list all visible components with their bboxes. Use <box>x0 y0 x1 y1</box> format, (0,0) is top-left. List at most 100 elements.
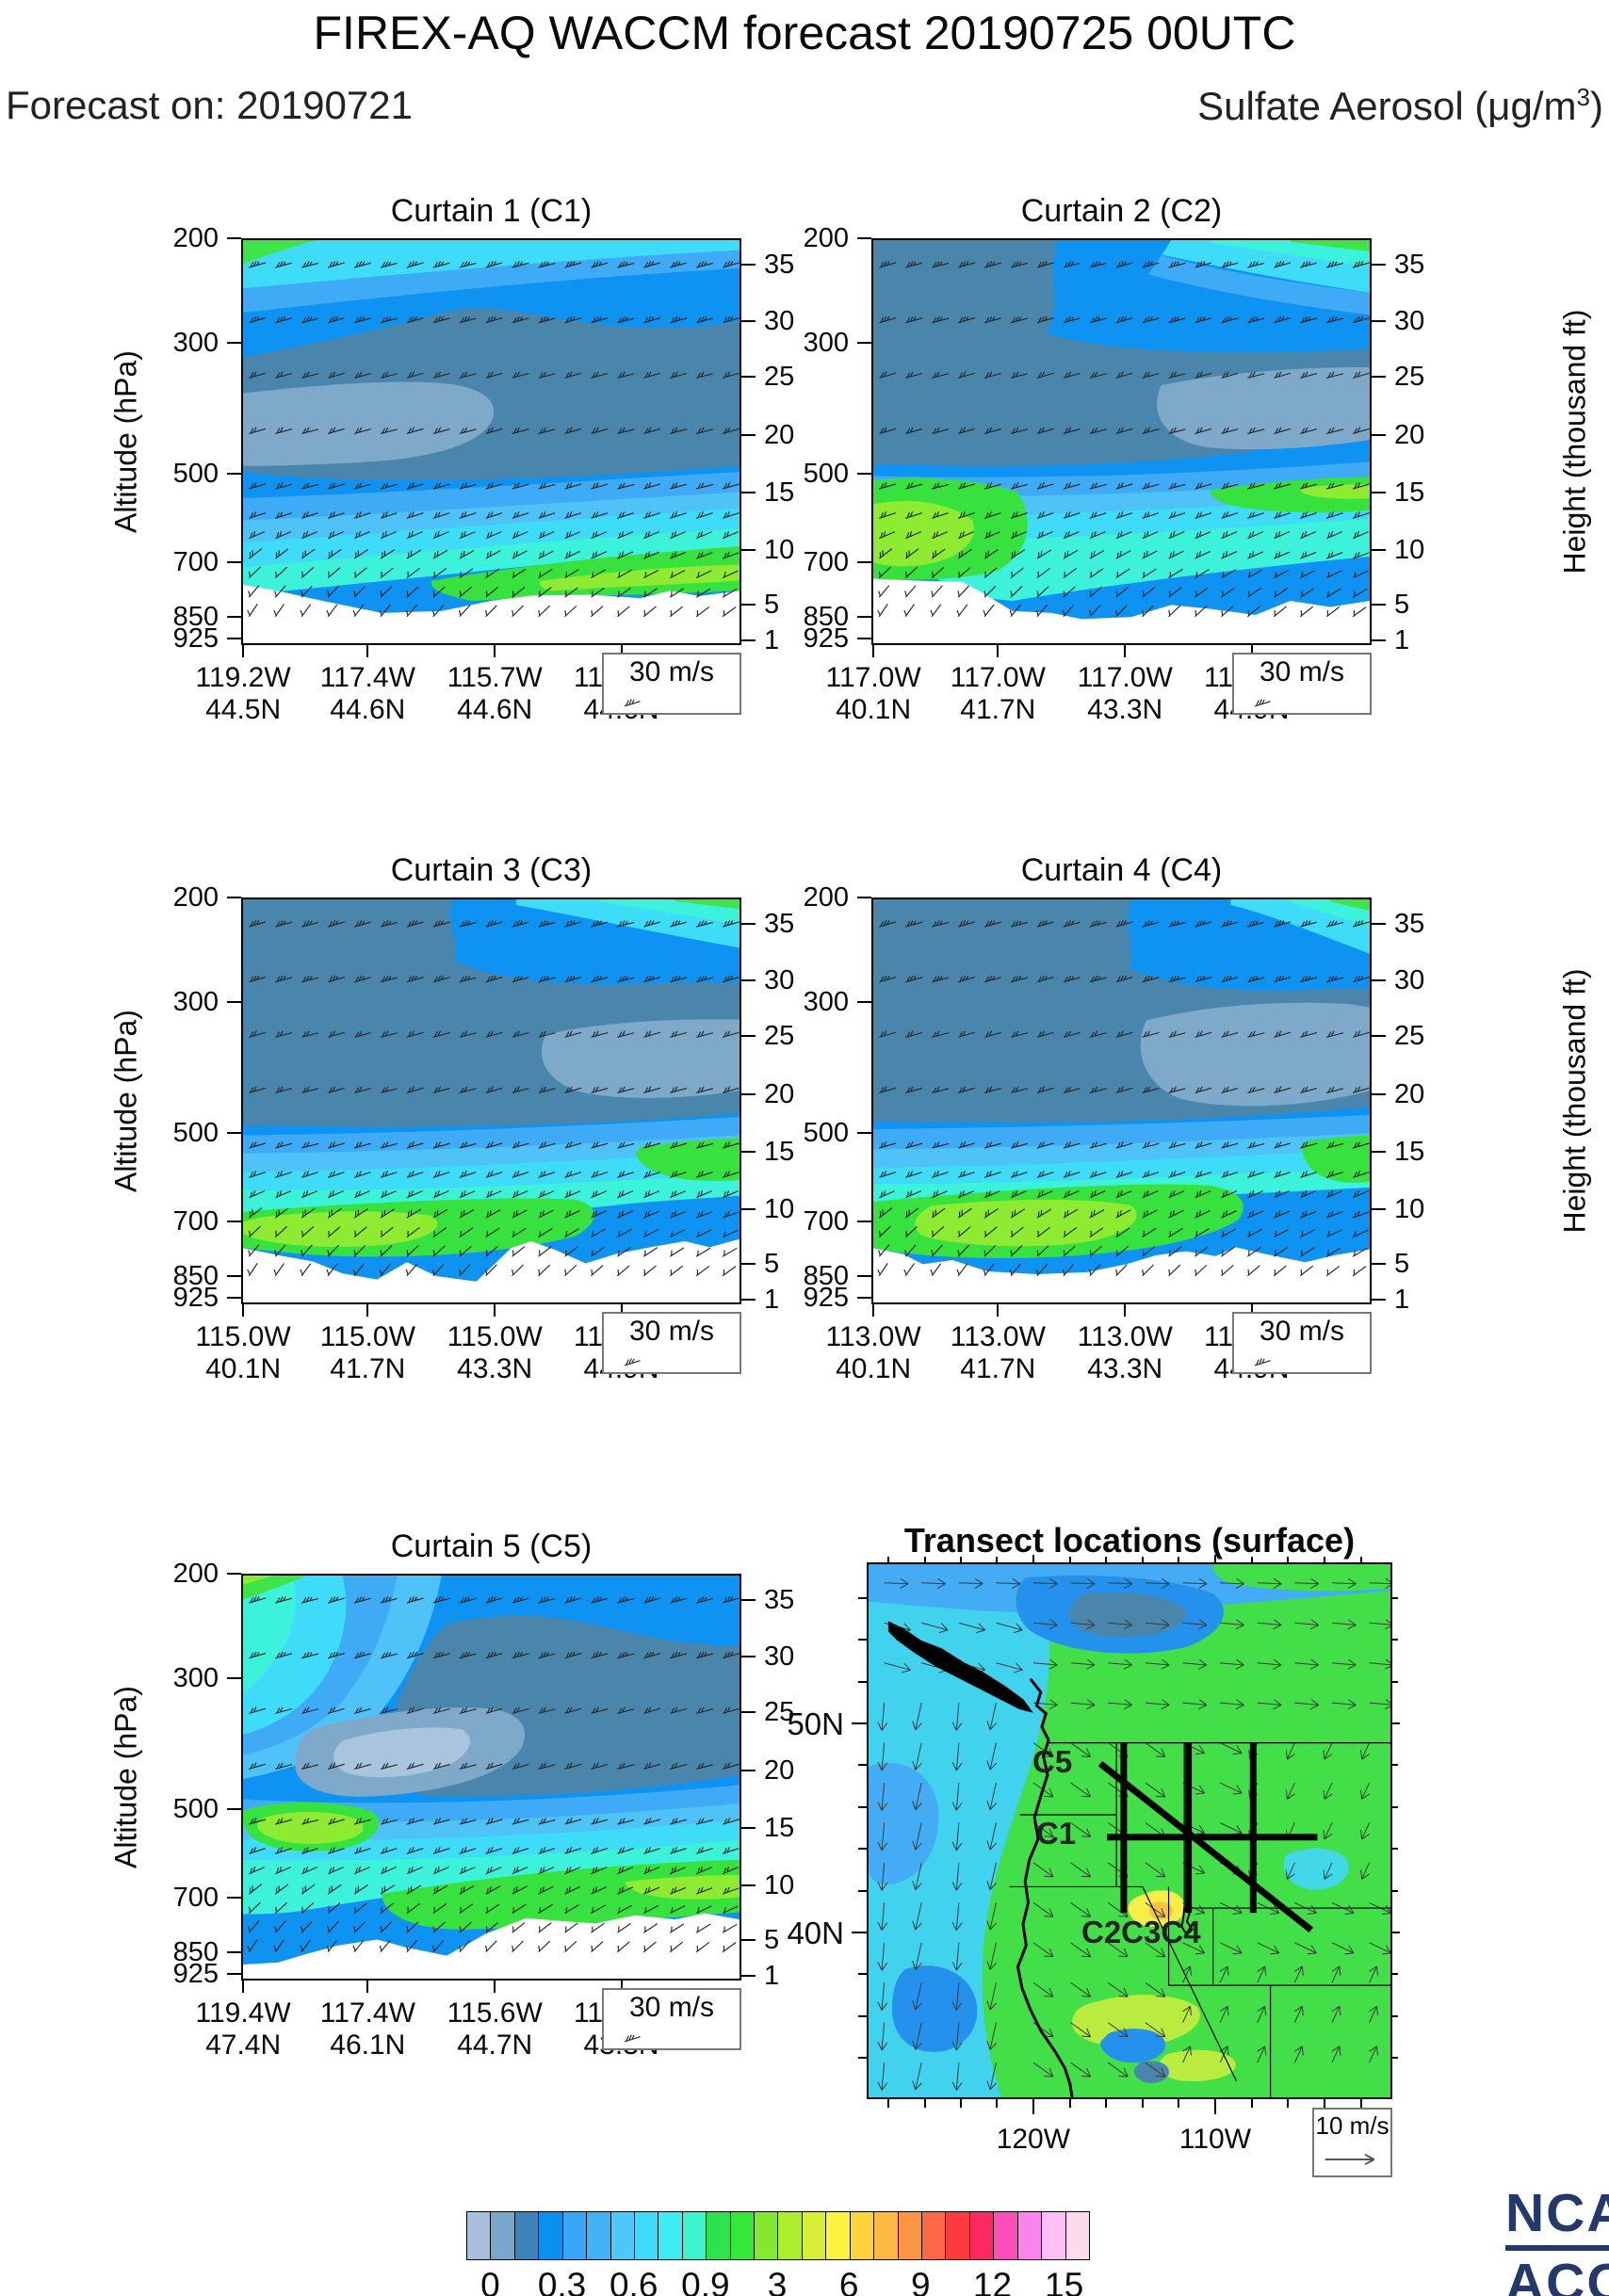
wind-barb-icon <box>1089 260 1107 267</box>
wind-barb-icon <box>1299 1086 1317 1093</box>
wind-barb-icon <box>1352 1170 1370 1178</box>
wind-barb-icon <box>378 1883 397 1894</box>
height-tick-label: 30 <box>1394 305 1425 336</box>
wind-arrow-icon <box>985 2062 1000 2091</box>
wind-barb-icon <box>624 1357 641 1366</box>
wind-barb-icon <box>1220 1170 1238 1178</box>
wind-arrow-icon <box>1143 2019 1168 2041</box>
wind-arrow-icon <box>920 1618 949 1634</box>
wind-barb-icon <box>1168 975 1186 982</box>
wind-barb-icon <box>1035 1170 1053 1178</box>
height-tick-label: 35 <box>1394 250 1425 281</box>
height-tick-label: 30 <box>764 1641 795 1672</box>
colorbar-segment <box>681 2212 707 2259</box>
wind-legend-label: 30 m/s <box>628 1316 715 1347</box>
x-tick <box>494 1304 496 1317</box>
wind-barb-icon <box>1193 567 1211 577</box>
wind-barb-icon <box>1036 1085 1054 1092</box>
transect-line-C5 <box>1100 1764 1311 1931</box>
wind-barb-icon <box>327 260 345 267</box>
wind-barb-icon <box>327 1170 345 1178</box>
wind-barb-icon <box>432 481 450 489</box>
wind-barb-icon <box>484 1170 502 1178</box>
wind-arrow-icon <box>1178 1965 1195 1985</box>
wind-arrow-icon <box>951 1863 963 1891</box>
contour-band <box>431 546 739 602</box>
wind-barb-icon <box>377 566 395 578</box>
wind-arrow-icon <box>985 1901 1000 1931</box>
wind-barb-icon <box>642 529 660 539</box>
wind-barb-icon <box>429 604 446 617</box>
wind-barb-icon <box>642 1029 660 1037</box>
wind-barb-icon <box>248 1817 266 1824</box>
x-tick-lat: 41.7N <box>330 1353 406 1384</box>
wind-barb-icon <box>1298 568 1316 577</box>
wind-barb-icon <box>902 565 918 577</box>
wind-arrow-icon <box>1291 2045 1307 2065</box>
wind-barb-icon <box>459 975 477 982</box>
wind-barb-icon <box>327 1085 345 1092</box>
wind-barb-icon <box>1219 1227 1237 1237</box>
colorbar-segment <box>825 2212 850 2259</box>
wind-barb-icon <box>432 1140 450 1148</box>
wind-barb-icon <box>642 1846 660 1854</box>
map-x-tick <box>1213 2099 1216 2114</box>
colorbar-segment <box>609 2212 634 2259</box>
wind-barb-icon <box>432 427 450 434</box>
wind-arrow-icon <box>1068 2059 1094 2080</box>
wind-barb-icon <box>668 568 686 577</box>
wind-barb-icon <box>327 1761 345 1769</box>
contour-band <box>541 1019 739 1098</box>
wind-barb-icon <box>695 919 713 927</box>
wind-barb-icon <box>431 1865 450 1874</box>
wind-arrow-icon <box>1143 1859 1168 1881</box>
wind-barb-icon <box>1220 370 1238 378</box>
wind-barb-icon <box>248 1651 266 1658</box>
wind-barb-icon <box>616 427 634 434</box>
wind-barb-icon <box>1036 1029 1054 1037</box>
x-tick-lat: 40.1N <box>836 1353 912 1384</box>
wind-barb-icon <box>1351 1228 1369 1237</box>
wind-barb-icon <box>379 1188 398 1198</box>
wind-barb-icon <box>380 1651 398 1658</box>
wind-barb-icon <box>327 1706 345 1713</box>
wind-barb-icon <box>1219 549 1238 558</box>
wind-barb-icon <box>1273 1029 1291 1037</box>
wind-barb-icon <box>669 481 687 489</box>
wind-barb-icon <box>590 1651 608 1658</box>
wind-barb-icon <box>512 1140 529 1148</box>
wind-barb-icon <box>1036 370 1054 378</box>
wind-barb-icon <box>245 1919 261 1932</box>
wind-barb-icon <box>377 1920 394 1933</box>
wind-barb-icon <box>931 1030 949 1038</box>
wind-barb-icon <box>245 1900 262 1914</box>
wind-barb-icon <box>456 1920 474 1932</box>
wind-barb-icon <box>403 1225 421 1237</box>
wind-barb-icon <box>615 529 634 539</box>
wind-barb-icon <box>616 975 634 982</box>
height-tick <box>741 604 756 606</box>
wind-barb-icon <box>272 546 290 558</box>
wind-barb-icon <box>1194 260 1211 267</box>
wind-barb-icon <box>878 919 896 927</box>
wind-barb-icon <box>1244 586 1262 597</box>
map-field <box>869 1564 1390 2097</box>
wind-barb-icon <box>981 1243 998 1256</box>
height-tick-label: 25 <box>764 1021 795 1052</box>
wind-barb-icon <box>432 370 450 378</box>
wind-barb-icon <box>1352 315 1370 323</box>
wind-barb-icon <box>455 604 472 617</box>
x-tick-lat: 44.6N <box>330 694 406 725</box>
map-y-minor-tick <box>858 1763 867 1766</box>
wind-barb-icon <box>1245 1227 1263 1237</box>
height-tick-label: 35 <box>1394 909 1425 940</box>
wind-barb-icon <box>431 510 449 519</box>
wind-barb-icon <box>693 1264 711 1276</box>
wind-barb-icon <box>326 1865 345 1874</box>
wind-barb-icon <box>538 1762 556 1770</box>
contour-band <box>243 1135 739 1172</box>
wind-barb-icon <box>1273 1170 1291 1178</box>
wind-barb-icon <box>301 1170 318 1178</box>
wind-barb-icon <box>1113 1207 1132 1218</box>
